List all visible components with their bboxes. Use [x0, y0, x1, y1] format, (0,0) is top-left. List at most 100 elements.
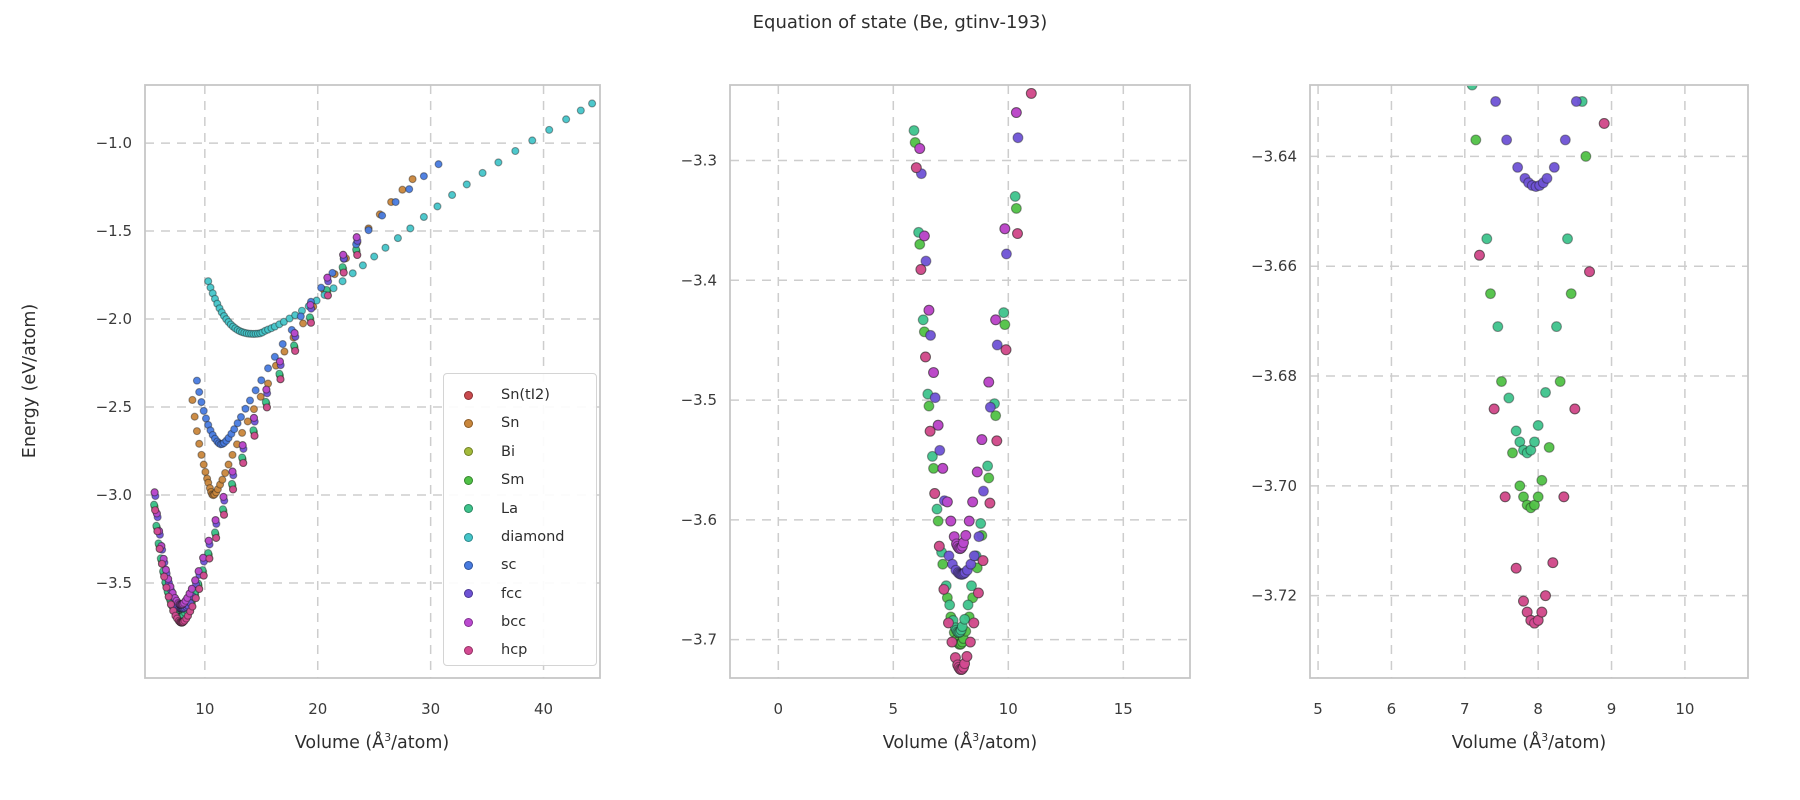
legend-marker-dot	[464, 419, 473, 429]
legend-item: Sn(tI2)	[444, 381, 596, 409]
series-fcc	[1490, 96, 1582, 193]
legend-item: Bi	[444, 438, 596, 466]
x-axis-label-text: Volume (Å	[882, 732, 973, 753]
legend-item: hcp	[444, 637, 596, 665]
legend-marker-dot	[464, 504, 473, 514]
axes-spine	[729, 84, 1191, 679]
x-tick-label: 15	[1114, 700, 1133, 718]
series-sc	[192, 160, 443, 449]
legend-label: sc	[501, 557, 517, 574]
x-tick-label: 8	[1533, 700, 1543, 718]
x-tick-label: 0	[774, 700, 784, 718]
x-axis-label-text: Volume (Å	[1451, 732, 1542, 753]
x-tick-label: 10	[195, 700, 214, 718]
series-sn	[188, 175, 417, 500]
legend-item: sc	[444, 551, 596, 579]
legend-item: fcc	[444, 580, 596, 608]
series-bcc	[1354, 0, 1800, 73]
figure-title: Equation of state (Be, gtinv-193)	[752, 12, 1048, 33]
x-tick-label: 10	[999, 700, 1018, 718]
legend-item: Sm	[444, 466, 596, 494]
y-tick-label: −3.4	[681, 271, 717, 289]
x-tick-label: 5	[889, 700, 899, 718]
y-tick-label: −1.0	[96, 134, 132, 152]
legend-label: bcc	[501, 614, 527, 631]
series-bi	[1474, 117, 1610, 629]
axes-spine	[144, 84, 601, 679]
series-sm	[1470, 134, 1592, 514]
y-tick-label: −2.5	[96, 398, 132, 416]
subplot-left: 10 20 30 40 −1.0 −1.5 −2.0 −2.5 −3.0 −3.5	[96, 84, 601, 718]
series-bcc	[150, 233, 361, 609]
x-axis-label-text: Volume (Å	[294, 732, 385, 753]
legend-marker-dot	[464, 532, 473, 542]
series-sn-ti2	[1354, 0, 1800, 73]
series-la	[1466, 85, 1588, 459]
x-axis-label-right: Volume (Å3/atom)	[1379, 731, 1679, 753]
legend-item: La	[444, 495, 596, 523]
series-bcc	[914, 107, 1022, 555]
x-tick-label: 7	[1460, 700, 1470, 718]
legend-item: bcc	[444, 608, 596, 636]
y-tick-label: −3.66	[1251, 257, 1297, 275]
scatter-area-middle	[908, 87, 1037, 676]
series-fcc	[915, 132, 1024, 580]
legend-item: Sn	[444, 409, 596, 437]
legend-label: Sm	[501, 472, 525, 489]
subplot-right: 5 6 7 8 9 10 −3.64 −3.66 −3.68 −3.70 −3.72	[1251, 0, 1800, 718]
legend-marker-dot	[464, 646, 473, 656]
x-tick-label: 40	[534, 700, 553, 718]
legend: Sn(tI2) Sn Bi Sm La diamond sc fcc bcc hcp	[443, 373, 597, 666]
legend-label: Bi	[501, 443, 515, 460]
legend-label: diamond	[501, 528, 565, 545]
legend-label: Sn	[501, 415, 520, 432]
series-diamond	[204, 99, 597, 338]
legend-label: Sn(tI2)	[501, 386, 550, 403]
x-tick-label: 9	[1607, 700, 1617, 718]
y-tick-label: −3.3	[681, 151, 717, 169]
scatter-area-right	[1354, 0, 1800, 629]
y-axis-label: Energy (eV/atom)	[20, 303, 40, 459]
y-tick-label: −1.5	[96, 222, 132, 240]
y-tick-label: −3.70	[1251, 477, 1297, 495]
x-axis-label-text: /atom)	[391, 732, 450, 753]
legend-label: La	[501, 500, 518, 517]
x-tick-label: 10	[1675, 700, 1694, 718]
x-tick-label: 30	[421, 700, 440, 718]
x-tick-label: 5	[1313, 700, 1323, 718]
legend-label: hcp	[501, 642, 528, 659]
axes-spine	[1309, 84, 1749, 679]
x-axis-label-sup: 3	[384, 731, 392, 744]
x-axis-label-left: Volume (Å3/atom)	[222, 731, 522, 753]
y-tick-label: −3.5	[681, 391, 717, 409]
legend-marker-dot	[464, 589, 473, 599]
series-hcp	[1474, 117, 1610, 629]
series-hcp	[910, 87, 1037, 676]
y-tick-label: −3.7	[681, 631, 717, 649]
y-tick-label: −2.0	[96, 310, 132, 328]
x-tick-label: 6	[1387, 700, 1397, 718]
y-tick-label: −3.5	[96, 574, 132, 592]
x-axis-label-middle: Volume (Å3/atom)	[810, 731, 1110, 753]
y-tick-label: −3.68	[1251, 367, 1297, 385]
legend-marker-dot	[464, 475, 473, 485]
y-tick-label: −3.6	[681, 511, 717, 529]
x-tick-label: 20	[308, 700, 327, 718]
y-tick-label: −3.0	[96, 486, 132, 504]
x-axis-label-text: /atom)	[979, 732, 1038, 753]
legend-marker-dot	[464, 447, 473, 457]
legend-marker-dot	[464, 390, 473, 400]
y-tick-label: −3.64	[1251, 147, 1297, 165]
x-axis-label-sup: 3	[972, 731, 980, 744]
legend-marker-dot	[464, 617, 473, 627]
legend-label: fcc	[501, 585, 523, 602]
subplot-middle: 0 5 10 15 −3.3 −3.4 −3.5 −3.6 −3.7	[681, 84, 1191, 718]
series-sn-ti2	[914, 107, 1022, 555]
scatter-area-left	[149, 99, 597, 627]
x-axis-label-text: /atom)	[1548, 732, 1607, 753]
legend-marker-dot	[464, 561, 473, 571]
y-tick-label: −3.72	[1251, 587, 1297, 605]
x-axis-label-sup: 3	[1541, 731, 1549, 744]
